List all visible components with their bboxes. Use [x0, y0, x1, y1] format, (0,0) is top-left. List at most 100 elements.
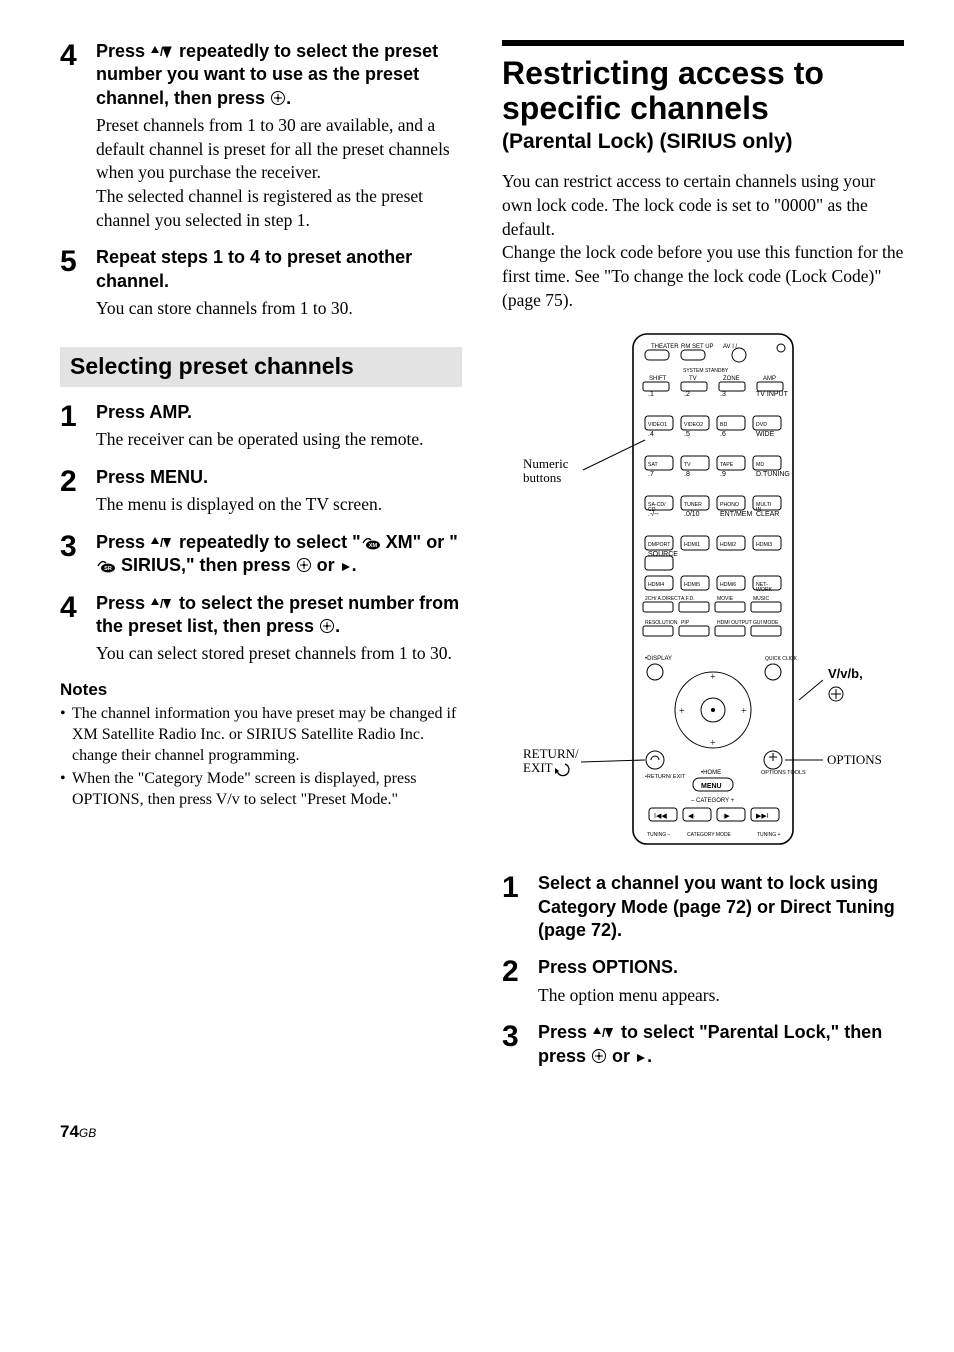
intro-paragraph: You can restrict access to certain chann… — [502, 170, 904, 312]
t: XM" or " — [381, 532, 458, 552]
enter-circle-icon — [296, 557, 312, 573]
right-column: Restricting access to specific channels … — [502, 40, 904, 1082]
enter-circle-icon — [319, 618, 335, 634]
svg-text:ENT/MEM: ENT/MEM — [720, 511, 752, 518]
svg-text:PHONO: PHONO — [720, 502, 739, 508]
t: . — [352, 555, 357, 575]
step-number: 2 — [502, 956, 538, 1007]
step-heading: Press / repeatedly to select the preset … — [96, 40, 462, 110]
step-text: The menu is displayed on the TV screen. — [96, 493, 462, 517]
svg-text:.0/10: .0/10 — [684, 511, 700, 518]
svg-text:SAT: SAT — [648, 462, 659, 468]
callout-return: RETURN/EXIT — [523, 746, 579, 775]
step-4b: 4 Press / to select the preset number fr… — [60, 592, 462, 666]
page-subtitle: (Parental Lock) (SIRIUS only) — [502, 130, 904, 154]
left-column: 4 Press / repeatedly to select the prese… — [60, 40, 462, 1082]
step-heading: Press MENU. — [96, 466, 462, 489]
step-heading: Select a channel you want to lock using … — [538, 872, 904, 942]
svg-text:HDMI OUTPUT: HDMI OUTPUT — [717, 620, 752, 626]
up-down-icon: / — [150, 536, 174, 550]
notes-title: Notes — [60, 680, 462, 700]
svg-text:SOURCE: SOURCE — [648, 551, 678, 558]
note-item: •The channel information you have preset… — [60, 704, 462, 766]
callout-options: OPTIONS — [827, 752, 882, 767]
lbl: TUNING – — [647, 832, 671, 838]
t: . — [286, 88, 291, 108]
step-heading: Press / repeatedly to select "XM XM" or … — [96, 531, 462, 578]
up-down-icon: / — [592, 1026, 616, 1040]
right-arrow-icon — [635, 1052, 647, 1064]
t: or — [607, 1046, 635, 1066]
svg-text:RESOLUTION: RESOLUTION — [645, 620, 678, 626]
svg-text:TV: TV — [684, 462, 691, 468]
svg-text:PIP: PIP — [681, 620, 690, 626]
lbl: TV — [689, 376, 697, 382]
lbl: SYSTEM STANDBY — [683, 368, 729, 374]
step-heading: Repeat steps 1 to 4 to preset another ch… — [96, 246, 462, 293]
svg-text:VIDEO2: VIDEO2 — [684, 422, 703, 428]
step-4a: 4 Press / repeatedly to select the prese… — [60, 40, 462, 232]
step-number: 1 — [60, 401, 96, 452]
step-number: 3 — [502, 1021, 538, 1068]
bullet-icon: • — [60, 769, 72, 811]
up-down-icon: / — [150, 45, 174, 59]
svg-text:.1: .1 — [648, 391, 654, 398]
page-footer: 74GB — [60, 1122, 904, 1142]
svg-text:+: + — [679, 706, 685, 717]
lbl: ZONE — [723, 376, 740, 382]
note-text: When the "Category Mode" screen is displ… — [72, 769, 462, 811]
lbl: – CATEGORY + — [691, 798, 735, 804]
step-number: 1 — [502, 872, 538, 942]
page-suffix: GB — [79, 1126, 96, 1140]
svg-text:.5: .5 — [684, 431, 690, 438]
svg-text:WIDE: WIDE — [756, 431, 775, 438]
step-2b: 2 Press MENU. The menu is displayed on t… — [60, 466, 462, 517]
svg-text:TAPE: TAPE — [720, 462, 734, 468]
svg-text:.8: .8 — [684, 471, 690, 478]
svg-text:.3: .3 — [720, 391, 726, 398]
svg-text:·▶: ·▶ — [722, 813, 730, 820]
step-heading: Press OPTIONS. — [538, 956, 904, 979]
svg-text:HDMI6: HDMI6 — [720, 582, 736, 588]
lbl: QUICK CLICK — [765, 656, 798, 662]
svg-text:.9: .9 — [720, 471, 726, 478]
sr-badge-icon: SR — [96, 559, 116, 573]
svg-text:DMPORT: DMPORT — [648, 542, 671, 548]
step-heading: Press / to select the preset number from… — [96, 592, 462, 639]
svg-text:MOVIE: MOVIE — [717, 596, 734, 602]
step-text: You can select stored preset channels fr… — [96, 642, 462, 666]
t: or — [312, 555, 340, 575]
step-1r: 1 Select a channel you want to lock usin… — [502, 872, 904, 942]
two-column-layout: 4 Press / repeatedly to select the prese… — [60, 40, 904, 1082]
t: Press — [96, 593, 150, 613]
lbl: OPTIONS TOOLS — [761, 770, 806, 776]
lbl: TUNING + — [757, 832, 781, 838]
step-number: 4 — [60, 40, 96, 232]
svg-text:GUI MODE: GUI MODE — [753, 620, 779, 626]
note-item: •When the "Category Mode" screen is disp… — [60, 769, 462, 811]
section-rule — [502, 40, 904, 46]
callout-dir: V/v/b, — [828, 666, 863, 681]
svg-text:BD: BD — [720, 422, 727, 428]
step-number: 5 — [60, 246, 96, 320]
svg-text:HDMI2: HDMI2 — [720, 542, 736, 548]
svg-text:+: + — [710, 738, 716, 749]
step-number: 4 — [60, 592, 96, 666]
lbl: •DISPLAY — [645, 656, 672, 662]
remote-diagram: THEATER RM SET UP AV I / SHIFT SYSTEM ST… — [502, 330, 904, 850]
t: SIRIUS," then press — [116, 555, 296, 575]
note-text: The channel information you have preset … — [72, 704, 462, 766]
lbl: CATEGORY MODE — [687, 832, 732, 838]
svg-text:SR: SR — [104, 566, 112, 572]
svg-text:I◀◀: I◀◀ — [654, 813, 667, 820]
step-number: 3 — [60, 531, 96, 578]
svg-text:+: + — [710, 672, 716, 683]
svg-text:HDMI3: HDMI3 — [756, 542, 772, 548]
bullet-icon: • — [60, 704, 72, 766]
svg-text:D.TUNING: D.TUNING — [756, 471, 790, 478]
enter-circle-icon — [270, 90, 286, 106]
svg-text:A.F.D.: A.F.D. — [681, 596, 695, 602]
t: Press — [96, 41, 150, 61]
svg-text:TV INPUT: TV INPUT — [756, 391, 789, 398]
svg-text:DVD: DVD — [756, 422, 767, 428]
